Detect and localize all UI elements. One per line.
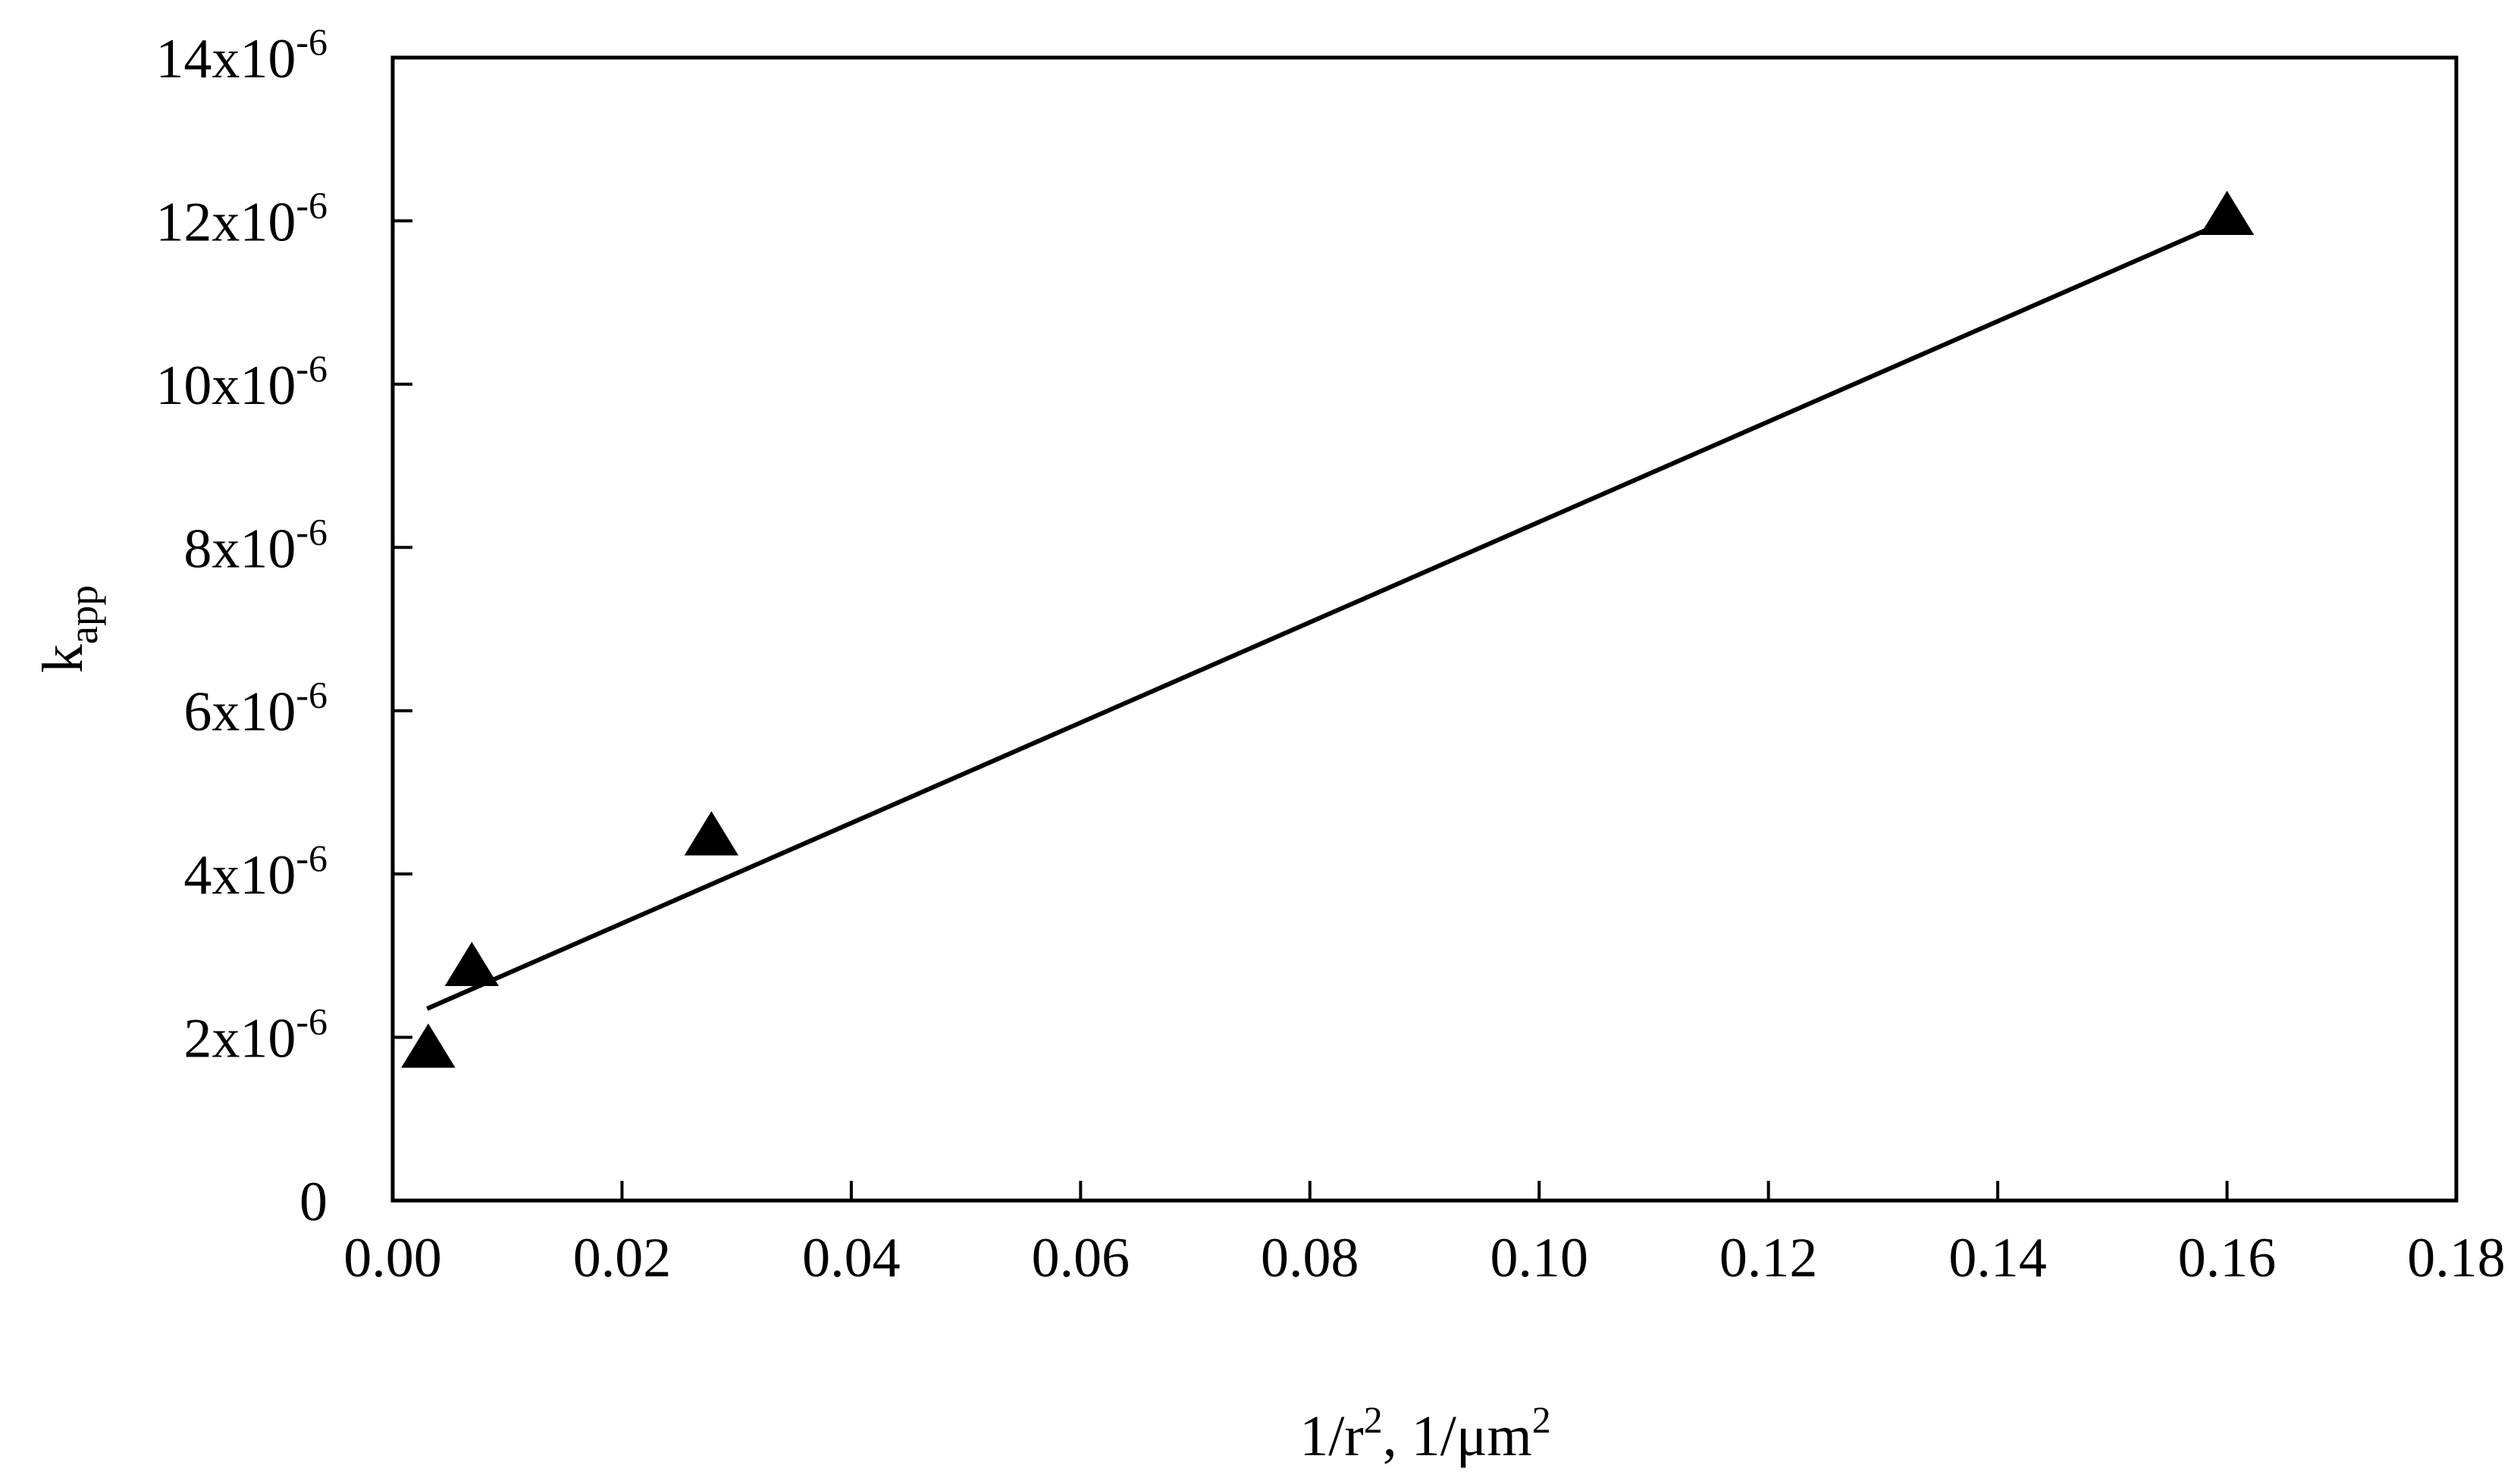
fit-line (426, 218, 2228, 1011)
data-point-triangle (684, 811, 739, 856)
y-tick-label: 10x10-6 (155, 347, 328, 417)
x-tick-label: 0.02 (573, 1227, 672, 1289)
data-point-triangle (2199, 190, 2255, 236)
data-point-triangle (444, 941, 500, 987)
x-axis: 0.00 0.02 0.04 0.06 0.08 0.10 0.12 0.14 0.16 0.18 (343, 1181, 2506, 1289)
x-tick-label: 0.06 (1032, 1227, 1130, 1289)
x-tick-label: 0.16 (2178, 1227, 2277, 1289)
x-tick-label: 0.12 (1719, 1227, 1818, 1289)
y-tick-label: 2x10-6 (183, 1000, 328, 1070)
y-tick-label: 4x10-6 (183, 837, 328, 906)
x-tick-label: 0.04 (802, 1227, 901, 1289)
plot-frame (390, 55, 2459, 1203)
y-tick-label: 8x10-6 (183, 510, 328, 580)
y-tick-label: 12x10-6 (155, 183, 328, 253)
y-tick-label: 6x10-6 (183, 674, 328, 744)
y-axis: 0 2x10-6 4x10-6 6x10-6 8x10-6 10x10-6 12x10-6 1… (155, 20, 412, 1233)
x-tick-label: 0.08 (1261, 1227, 1359, 1289)
x-tick-label: 0.10 (1490, 1227, 1588, 1289)
data-points (401, 190, 2255, 1068)
y-axis-title: kapp (31, 585, 106, 673)
fit-line-group (426, 218, 2228, 1011)
x-axis-title: 1/r2, 1/μm2 (1299, 1398, 1550, 1468)
x-tick-label: 0.18 (2407, 1227, 2506, 1289)
y-tick-label: 14x10-6 (155, 20, 328, 90)
y-tick-label: 0 (299, 1171, 328, 1233)
x-tick-label: 0.14 (1948, 1227, 2047, 1289)
data-point-triangle (401, 1023, 456, 1068)
x-tick-label: 0.00 (343, 1227, 442, 1289)
